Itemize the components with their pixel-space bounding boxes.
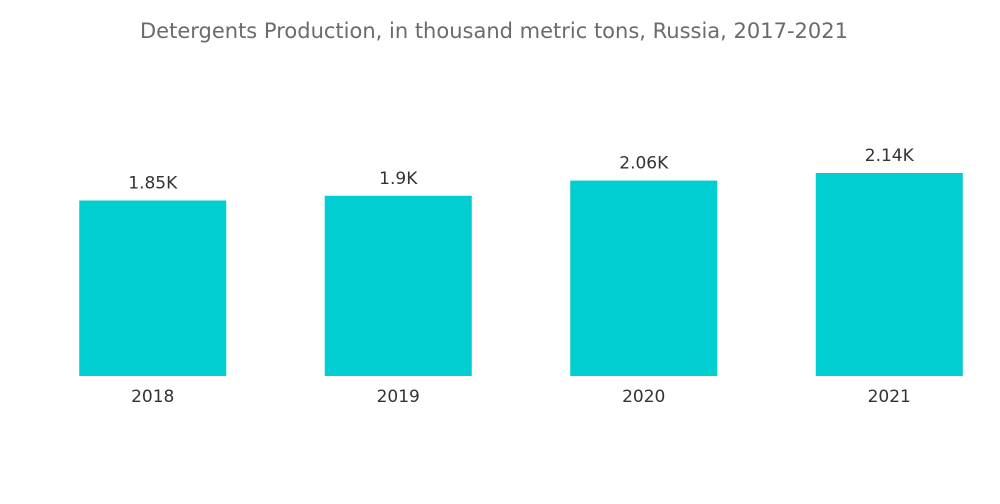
value-label: 2.14K xyxy=(865,146,915,166)
bar xyxy=(79,200,227,376)
chart-title: Detergents Production, in thousand metri… xyxy=(140,19,848,43)
value-label: 1.9K xyxy=(379,169,418,189)
bar xyxy=(815,173,963,376)
x-tick-label: 2021 xyxy=(868,387,911,407)
x-tick-label: 2020 xyxy=(622,387,665,407)
value-label: 1.85K xyxy=(128,174,178,194)
bar xyxy=(570,180,718,376)
x-tick-label: 2019 xyxy=(377,387,420,407)
x-tick-label: 2018 xyxy=(131,387,174,407)
value-label: 2.06K xyxy=(619,154,669,174)
bar xyxy=(324,195,472,376)
